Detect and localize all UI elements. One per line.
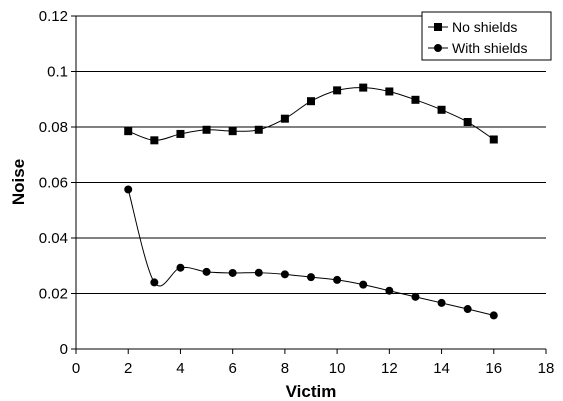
- x-tick-label: 8: [281, 360, 289, 377]
- point-with-shields: [124, 185, 133, 194]
- point-no-shields: [254, 125, 263, 134]
- point-with-shields: [437, 298, 446, 307]
- point-no-shields: [228, 127, 237, 136]
- legend-box: [421, 11, 552, 61]
- point-no-shields: [411, 95, 420, 104]
- y-axis-title: Noise: [9, 159, 28, 205]
- y-tick-label: 0.06: [39, 175, 68, 192]
- point-with-shields: [254, 268, 263, 277]
- point-with-shields: [385, 286, 394, 295]
- y-tick-label: 0.12: [39, 8, 68, 25]
- point-no-shields: [202, 125, 211, 134]
- point-with-shields: [489, 311, 498, 320]
- x-tick-label: 0: [72, 360, 80, 377]
- series-group: [124, 83, 498, 320]
- point-with-shields: [176, 263, 185, 272]
- point-with-shields: [463, 305, 472, 314]
- point-no-shields: [463, 118, 472, 127]
- point-with-shields: [411, 292, 420, 301]
- point-with-shields: [307, 273, 315, 282]
- y-tick-label: 0: [60, 341, 68, 358]
- legend-marker-no-shields: [434, 23, 442, 31]
- point-no-shields: [437, 105, 446, 114]
- x-tick-label: 16: [485, 360, 502, 377]
- x-tick-label: 12: [381, 360, 398, 377]
- point-with-shields: [280, 270, 289, 279]
- point-with-shields: [359, 280, 368, 289]
- x-tick-label: 6: [228, 360, 236, 377]
- point-no-shields: [333, 86, 342, 95]
- point-no-shields: [124, 127, 133, 136]
- gridlines: [76, 15, 546, 294]
- legend-marker-with-shields: [434, 44, 442, 52]
- legend-label-with-shields: With shields: [452, 40, 527, 56]
- x-tick-label: 2: [124, 360, 132, 377]
- y-tick-label: 0.02: [39, 286, 68, 303]
- point-no-shields: [359, 83, 368, 92]
- point-with-shields: [150, 278, 159, 287]
- x-tick-label: 10: [329, 360, 346, 377]
- point-with-shields: [202, 267, 211, 276]
- y-tick-label: 0.08: [39, 119, 68, 136]
- legend: No shields With shields: [421, 11, 552, 61]
- y-tick-labels: 0 0.02 0.04 0.06 0.08 0.1 0.12: [39, 8, 68, 358]
- point-no-shields: [176, 129, 185, 138]
- x-tick-label: 14: [433, 360, 450, 377]
- series-line-with-shields: [127, 189, 494, 316]
- x-tick-labels: 0 2 4 6 8 10 12 14 16 18: [72, 360, 555, 377]
- point-no-shields: [280, 114, 289, 123]
- y-tick-label: 0.04: [39, 230, 68, 247]
- x-tick-label: 18: [538, 360, 555, 377]
- x-axis-title: Victim: [286, 382, 337, 401]
- point-no-shields: [489, 135, 498, 144]
- point-with-shields: [228, 268, 237, 277]
- axes: [71, 15, 547, 354]
- point-no-shields: [150, 136, 159, 145]
- point-with-shields: [333, 275, 342, 284]
- legend-label-no-shields: No shields: [452, 19, 517, 35]
- y-tick-label: 0.1: [47, 64, 68, 81]
- point-no-shields: [385, 87, 394, 96]
- x-tick-label: 4: [176, 360, 184, 377]
- point-no-shields: [307, 97, 315, 106]
